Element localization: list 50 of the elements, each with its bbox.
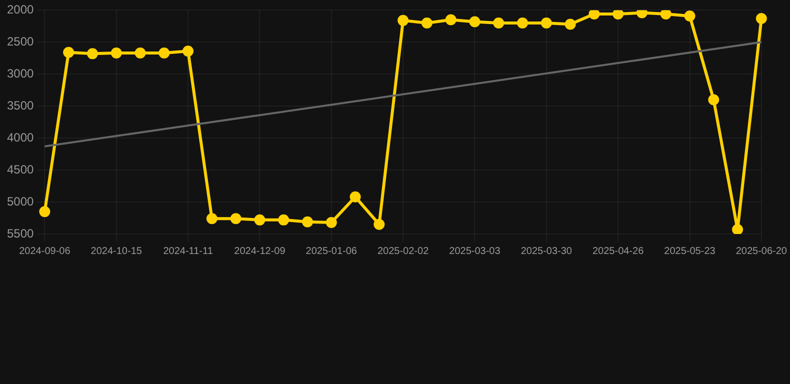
point bbox=[708, 94, 720, 106]
point bbox=[469, 16, 480, 28]
point bbox=[206, 213, 218, 224]
y-tick-label: 5500 bbox=[6, 226, 34, 240]
point bbox=[540, 17, 552, 28]
x-tick-label: 2024-11-11 bbox=[163, 246, 214, 257]
point bbox=[254, 214, 266, 226]
point bbox=[230, 213, 242, 224]
point bbox=[374, 218, 385, 230]
x-tick-label: 2024-12-09 bbox=[234, 246, 286, 257]
x-tick-label: 2025-06-20 bbox=[736, 246, 788, 257]
y-tick-label: 2000 bbox=[6, 2, 34, 17]
point bbox=[39, 206, 50, 218]
x-tick-label: 2024-10-15 bbox=[90, 246, 142, 257]
x-tick-label: 2025-02-02 bbox=[377, 246, 430, 257]
point bbox=[421, 17, 432, 28]
y-tick-label: 3500 bbox=[6, 98, 34, 112]
x-tick-label: 2025-03-30 bbox=[520, 246, 572, 257]
point bbox=[612, 10, 624, 20]
point bbox=[660, 10, 672, 20]
x-tick-label: 2025-04-26 bbox=[592, 246, 644, 257]
x-tick-label: 2024-09-06 bbox=[19, 246, 71, 257]
point bbox=[588, 10, 600, 20]
point bbox=[158, 48, 170, 59]
point bbox=[732, 224, 744, 234]
point bbox=[182, 46, 194, 57]
point bbox=[398, 14, 409, 26]
y-tick-label: 4500 bbox=[6, 162, 34, 176]
point bbox=[445, 14, 456, 26]
point bbox=[63, 46, 74, 58]
y-tick-label: 2500 bbox=[6, 34, 34, 48]
point bbox=[636, 10, 648, 18]
x-tick-label: 2025-05-23 bbox=[664, 246, 716, 257]
x-tick-label: 2025-01-06 bbox=[306, 246, 358, 257]
point bbox=[278, 214, 290, 226]
point bbox=[302, 216, 313, 228]
y-tick-label: 4000 bbox=[6, 130, 34, 144]
point bbox=[564, 18, 576, 30]
point bbox=[86, 48, 98, 60]
point bbox=[350, 191, 361, 202]
point bbox=[110, 48, 122, 59]
point bbox=[756, 13, 767, 24]
x-tick-label: 2025-03-03 bbox=[449, 246, 501, 257]
point bbox=[517, 17, 528, 28]
y-tick-label: 3000 bbox=[6, 66, 34, 80]
point bbox=[134, 48, 146, 59]
y-tick-label: 5000 bbox=[6, 194, 34, 208]
point bbox=[493, 17, 504, 28]
point bbox=[326, 216, 337, 228]
point bbox=[684, 10, 696, 22]
